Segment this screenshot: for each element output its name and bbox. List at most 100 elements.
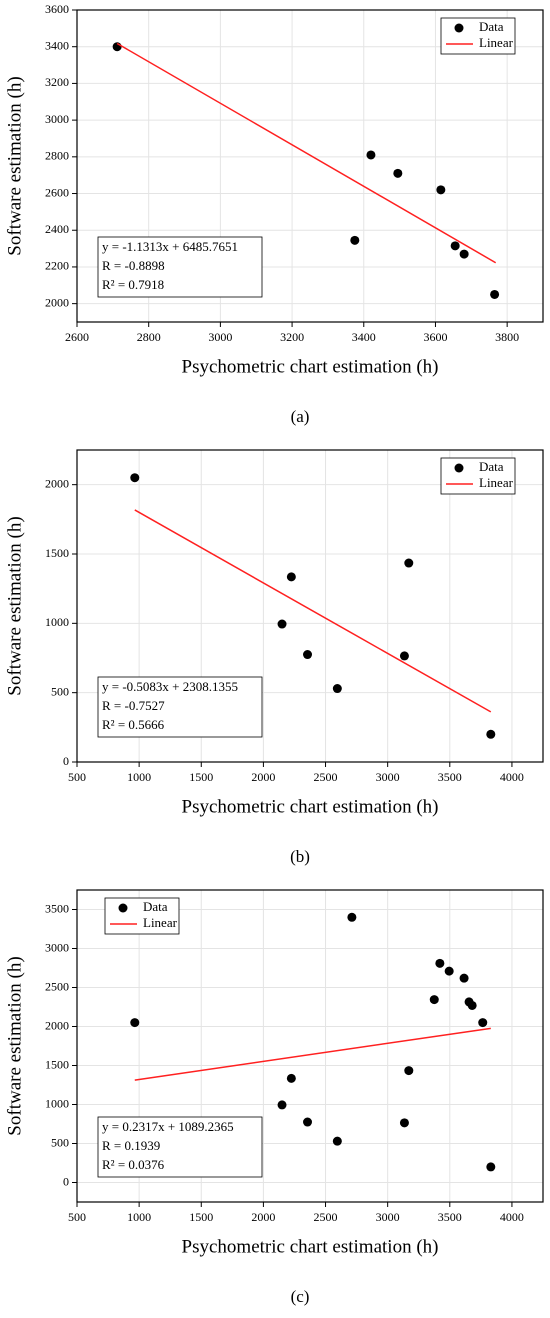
y-tick-label: 1000 bbox=[45, 1096, 69, 1110]
legend-box bbox=[440, 17, 516, 55]
panel: 2000 2200 2400 2600 2800 3000 3200 3400 3600 2600… bbox=[4, 2, 544, 426]
x-tick-label: 500 bbox=[68, 1210, 86, 1224]
panel: 0 500 1000 1500 2000 2500 3000 3500 500 1000 1500 2… bbox=[4, 889, 544, 1306]
y-tick-label: 500 bbox=[51, 1135, 69, 1149]
caption: (b) bbox=[290, 847, 310, 866]
y-axis-label: Software estimation (h) bbox=[4, 516, 25, 695]
data-point bbox=[459, 973, 469, 983]
y-tick-label: 3400 bbox=[45, 38, 69, 52]
annotation: y = -1.1313x + 6485.7651 bbox=[102, 239, 238, 254]
x-tick-label: 2500 bbox=[314, 1210, 338, 1224]
annotation-box bbox=[97, 236, 263, 298]
data-point bbox=[303, 1117, 313, 1127]
data-point bbox=[350, 235, 360, 245]
data-point bbox=[332, 1136, 342, 1146]
data-point bbox=[277, 619, 287, 629]
y-tick-label: 2000 bbox=[45, 295, 69, 309]
x-tick-label: 3800 bbox=[495, 330, 519, 344]
x-axis-label: Psychometric chart estimation (h) bbox=[182, 796, 439, 817]
data-point bbox=[393, 168, 403, 178]
data-point bbox=[486, 729, 496, 739]
plot-frame bbox=[76, 449, 544, 763]
data-point bbox=[303, 650, 313, 660]
x-tick-label: 1000 bbox=[127, 1210, 151, 1224]
x-tick-label: 1000 bbox=[127, 770, 151, 784]
plot-frame bbox=[76, 9, 544, 323]
data-point bbox=[490, 289, 500, 299]
x-tick-label: 3200 bbox=[280, 330, 304, 344]
data-point bbox=[486, 1162, 496, 1172]
caption: (c) bbox=[291, 1287, 310, 1306]
y-tick-label: 1000 bbox=[45, 615, 69, 629]
caption: (a) bbox=[291, 407, 310, 426]
annotation: R = 0.1939 bbox=[102, 1138, 160, 1153]
x-tick-label: 2000 bbox=[251, 1210, 275, 1224]
data-point bbox=[478, 1018, 488, 1028]
fit-line bbox=[116, 42, 497, 264]
x-tick-label: 3500 bbox=[438, 1210, 462, 1224]
data-point bbox=[435, 958, 445, 968]
annotation-box bbox=[97, 676, 263, 738]
annotation: y = 0.2317x + 1089.2365 bbox=[102, 1119, 234, 1134]
legend-box bbox=[104, 897, 180, 935]
annotation: R² = 0.7918 bbox=[102, 277, 164, 292]
annotation: R = -0.7527 bbox=[102, 698, 165, 713]
y-tick-label: 3000 bbox=[45, 112, 69, 126]
x-tick-label: 1500 bbox=[189, 1210, 213, 1224]
x-tick-label: 1500 bbox=[189, 770, 213, 784]
data-point bbox=[399, 651, 409, 661]
data-point bbox=[436, 185, 446, 195]
legend-marker bbox=[118, 903, 128, 913]
y-tick-label: 2600 bbox=[45, 185, 69, 199]
y-tick-label: 3200 bbox=[45, 75, 69, 89]
data-point bbox=[277, 1100, 287, 1110]
panel: 0 500 1000 1500 2000 500 1000 1500 2000 2500 3000 3… bbox=[4, 449, 544, 866]
y-tick-label: 3500 bbox=[45, 901, 69, 915]
legend-label: Data bbox=[479, 459, 504, 474]
data-point bbox=[399, 1118, 409, 1128]
x-tick-label: 2000 bbox=[251, 770, 275, 784]
legend-label: Data bbox=[143, 899, 168, 914]
x-tick-label: 3000 bbox=[208, 330, 232, 344]
x-tick-label: 3600 bbox=[423, 330, 447, 344]
data-point bbox=[429, 995, 439, 1005]
data-point bbox=[404, 1066, 414, 1076]
x-axis-label: Psychometric chart estimation (h) bbox=[182, 1236, 439, 1257]
x-tick-label: 3400 bbox=[352, 330, 376, 344]
data-point bbox=[444, 966, 454, 976]
y-tick-label: 0 bbox=[63, 1174, 69, 1188]
legend-marker bbox=[454, 463, 464, 473]
data-point bbox=[347, 912, 357, 922]
x-tick-label: 3000 bbox=[376, 1210, 400, 1224]
y-tick-label: 0 bbox=[63, 754, 69, 768]
x-tick-label: 2500 bbox=[314, 770, 338, 784]
y-tick-label: 1500 bbox=[45, 1057, 69, 1071]
legend-label: Data bbox=[479, 19, 504, 34]
data-point bbox=[450, 241, 460, 251]
annotation: R = -0.8898 bbox=[102, 258, 165, 273]
y-tick-label: 2400 bbox=[45, 222, 69, 236]
annotation-box bbox=[97, 1116, 263, 1178]
data-point bbox=[130, 473, 140, 483]
legend-marker bbox=[454, 23, 464, 33]
x-tick-label: 500 bbox=[68, 770, 86, 784]
x-axis-label: Psychometric chart estimation (h) bbox=[182, 356, 439, 377]
data-point bbox=[286, 1073, 296, 1083]
annotation: R² = 0.0376 bbox=[102, 1157, 165, 1172]
data-point bbox=[459, 249, 469, 259]
fit-line bbox=[134, 1027, 491, 1081]
legend-box bbox=[440, 457, 516, 495]
data-point bbox=[286, 572, 296, 582]
annotation: R² = 0.5666 bbox=[102, 717, 165, 732]
plot-frame bbox=[76, 889, 544, 1203]
y-tick-label: 3600 bbox=[45, 2, 69, 16]
x-tick-label: 3000 bbox=[376, 770, 400, 784]
data-point bbox=[467, 1000, 477, 1010]
x-tick-label: 4000 bbox=[500, 770, 524, 784]
y-tick-label: 2200 bbox=[45, 259, 69, 273]
y-tick-label: 3000 bbox=[45, 940, 69, 954]
data-point bbox=[332, 684, 342, 694]
y-tick-label: 2500 bbox=[45, 979, 69, 993]
data-point bbox=[404, 558, 414, 568]
legend-label: Linear bbox=[479, 475, 514, 490]
